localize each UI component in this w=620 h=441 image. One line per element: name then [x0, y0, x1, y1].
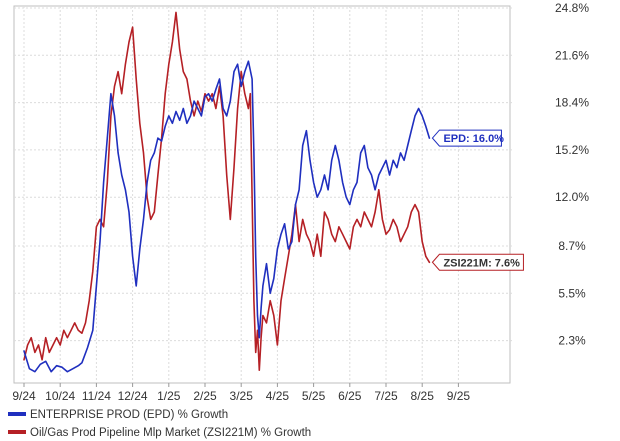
y-tick-label: 2.3%	[558, 334, 586, 348]
legend-item-1: Oil/Gas Prod Pipeline Mlp Market (ZSI221…	[8, 427, 311, 439]
series-line-0	[23, 60, 431, 373]
y-tick-label: 21.6%	[555, 48, 589, 62]
y-axis-ticks: 2.3% 5.5% 8.7% 12.0% 15.2% 18.4% 21.6% 24.8%	[555, 1, 589, 348]
series-layer	[23, 11, 431, 373]
y-tick-label: 24.8%	[555, 1, 589, 15]
x-tick-label: 3/25	[230, 389, 254, 403]
legend: ENTERPRISE PROD (EPD) % Growth Oil/Gas Pr…	[8, 409, 311, 439]
x-tick-label: 12/24	[118, 389, 148, 403]
legend-item-0: ENTERPRISE PROD (EPD) % Growth	[8, 409, 228, 421]
callout-0: EPD: 16.0%	[431, 129, 504, 147]
y-tick-label: 12.0%	[555, 190, 589, 204]
callout-label: ZSI221M: 7.6%	[443, 257, 520, 269]
x-tick-label: 9/25	[447, 389, 471, 403]
callout-box	[431, 253, 524, 271]
plot-frame	[13, 5, 511, 384]
x-tick-label: 8/25	[411, 389, 435, 403]
y-tick-label: 15.2%	[555, 143, 589, 157]
x-tick-label: 4/25	[266, 389, 290, 403]
x-tick-label: 1/25	[157, 389, 181, 403]
series-line-1	[23, 11, 431, 372]
y-tick-label: 5.5%	[558, 286, 586, 300]
legend-label: Oil/Gas Prod Pipeline Mlp Market (ZSI221…	[30, 427, 311, 439]
grid-layer	[13, 5, 514, 384]
x-tick-label: 10/24	[45, 389, 75, 403]
callout-label: EPD: 16.0%	[443, 133, 504, 145]
x-tick-label: 5/25	[302, 389, 326, 403]
x-tick-label: 9/24	[12, 389, 36, 403]
x-tick-label: 6/25	[338, 389, 362, 403]
y-tick-label: 18.4%	[555, 96, 589, 110]
legend-label: ENTERPRISE PROD (EPD) % Growth	[30, 409, 228, 421]
x-axis-ticks: 9/24 10/24 11/24 12/24 1/25 2/25 3/25 4/25 5/25 6…	[12, 383, 470, 403]
callout-layer: EPD: 16.0% ZSI221M: 7.6%	[431, 129, 524, 271]
callout-1: ZSI221M: 7.6%	[431, 253, 524, 271]
x-tick-label: 2/25	[193, 389, 217, 403]
x-tick-label: 7/25	[374, 389, 398, 403]
y-tick-label: 8.7%	[558, 239, 586, 253]
x-tick-label: 11/24	[82, 389, 111, 403]
callout-box	[431, 129, 502, 147]
